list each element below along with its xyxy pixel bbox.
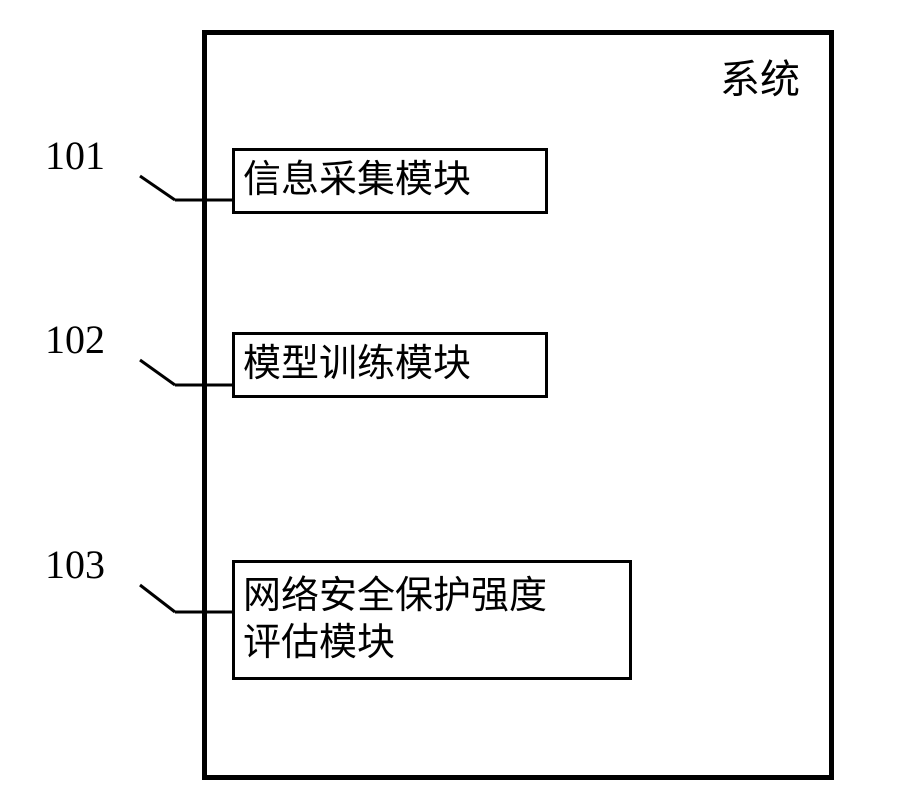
- module-text-101: 信息采集模块: [243, 157, 471, 205]
- module-text-102: 模型训练模块: [243, 341, 471, 389]
- ref-label-101: 101: [45, 136, 105, 176]
- module-text-103: 网络安全保护强度 评估模块: [243, 573, 547, 668]
- connector-103: [136, 581, 236, 616]
- connector-101: [136, 172, 236, 204]
- module-box-102: 模型训练模块: [232, 332, 548, 398]
- system-title: 系统: [720, 60, 800, 100]
- module-box-101: 信息采集模块: [232, 148, 548, 214]
- ref-label-103: 103: [45, 545, 105, 585]
- diagram-canvas: 系统 101 信息采集模块 102 模型训练模块 103 网络安全保护强度 评估…: [0, 0, 902, 811]
- module-box-103: 网络安全保护强度 评估模块: [232, 560, 632, 680]
- ref-label-102: 102: [45, 320, 105, 360]
- connector-102: [136, 356, 236, 389]
